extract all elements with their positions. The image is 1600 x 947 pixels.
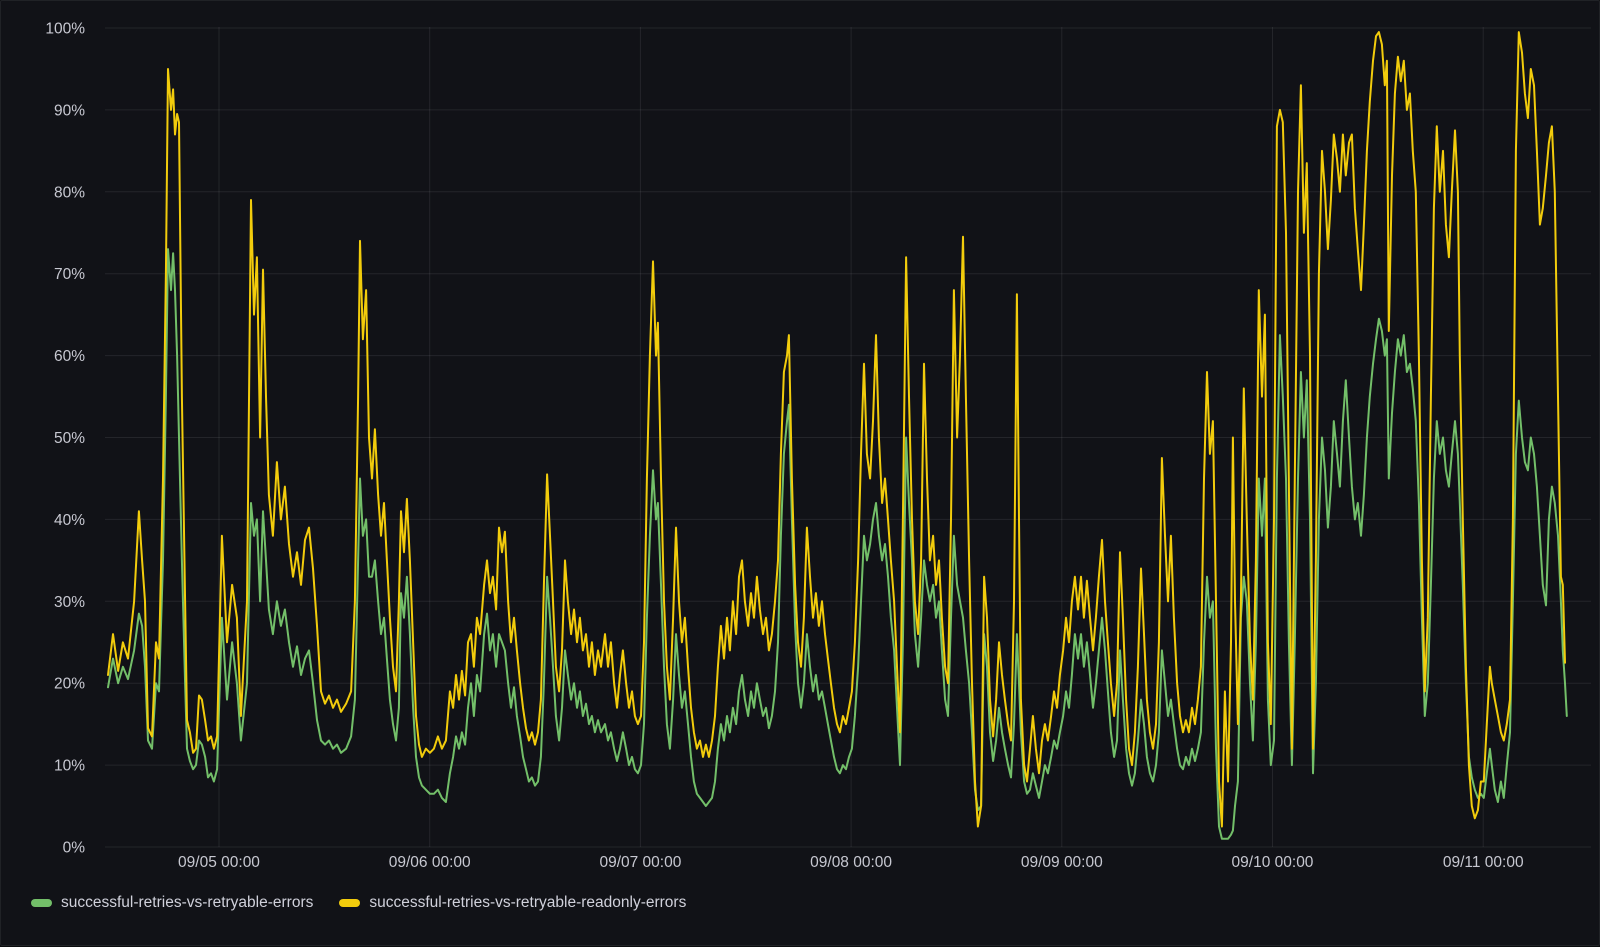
x-tick-label: 09/06 00:00 [389, 854, 471, 871]
y-tick-label: 90% [54, 102, 85, 119]
legend-item-successful-retries-vs-retryable-readonly-errors[interactable]: successful-retries-vs-retryable-readonly… [339, 894, 686, 912]
y-tick-label: 60% [54, 348, 85, 365]
y-tick-label: 50% [54, 430, 85, 447]
legend-label: successful-retries-vs-retryable-readonly… [369, 894, 686, 912]
series-line-successful-retries-vs-retryable-readonly-errors [108, 32, 1565, 826]
y-tick-label: 20% [54, 676, 85, 693]
legend-item-successful-retries-vs-retryable-errors[interactable]: successful-retries-vs-retryable-errors [31, 894, 313, 912]
y-tick-label: 70% [54, 266, 85, 283]
x-tick-label: 09/10 00:00 [1232, 854, 1314, 871]
series-color-chip-green [31, 899, 52, 907]
x-tick-label: 09/09 00:00 [1021, 854, 1103, 871]
y-tick-label: 100% [45, 21, 85, 38]
x-tick-label: 09/11 00:00 [1443, 854, 1524, 871]
series-line-successful-retries-vs-retryable-errors [108, 249, 1567, 839]
series-color-chip-yellow [339, 899, 360, 907]
y-tick-label: 0% [63, 840, 86, 857]
legend-label: successful-retries-vs-retryable-errors [61, 894, 313, 912]
y-tick-label: 80% [54, 184, 85, 201]
x-tick-label: 09/05 00:00 [178, 854, 260, 871]
y-tick-label: 10% [54, 758, 85, 775]
y-tick-label: 30% [54, 594, 85, 611]
x-tick-label: 09/07 00:00 [599, 854, 681, 871]
y-tick-label: 40% [54, 512, 85, 529]
legend: successful-retries-vs-retryable-errors s… [31, 894, 686, 912]
x-tick-label: 09/08 00:00 [810, 854, 892, 871]
